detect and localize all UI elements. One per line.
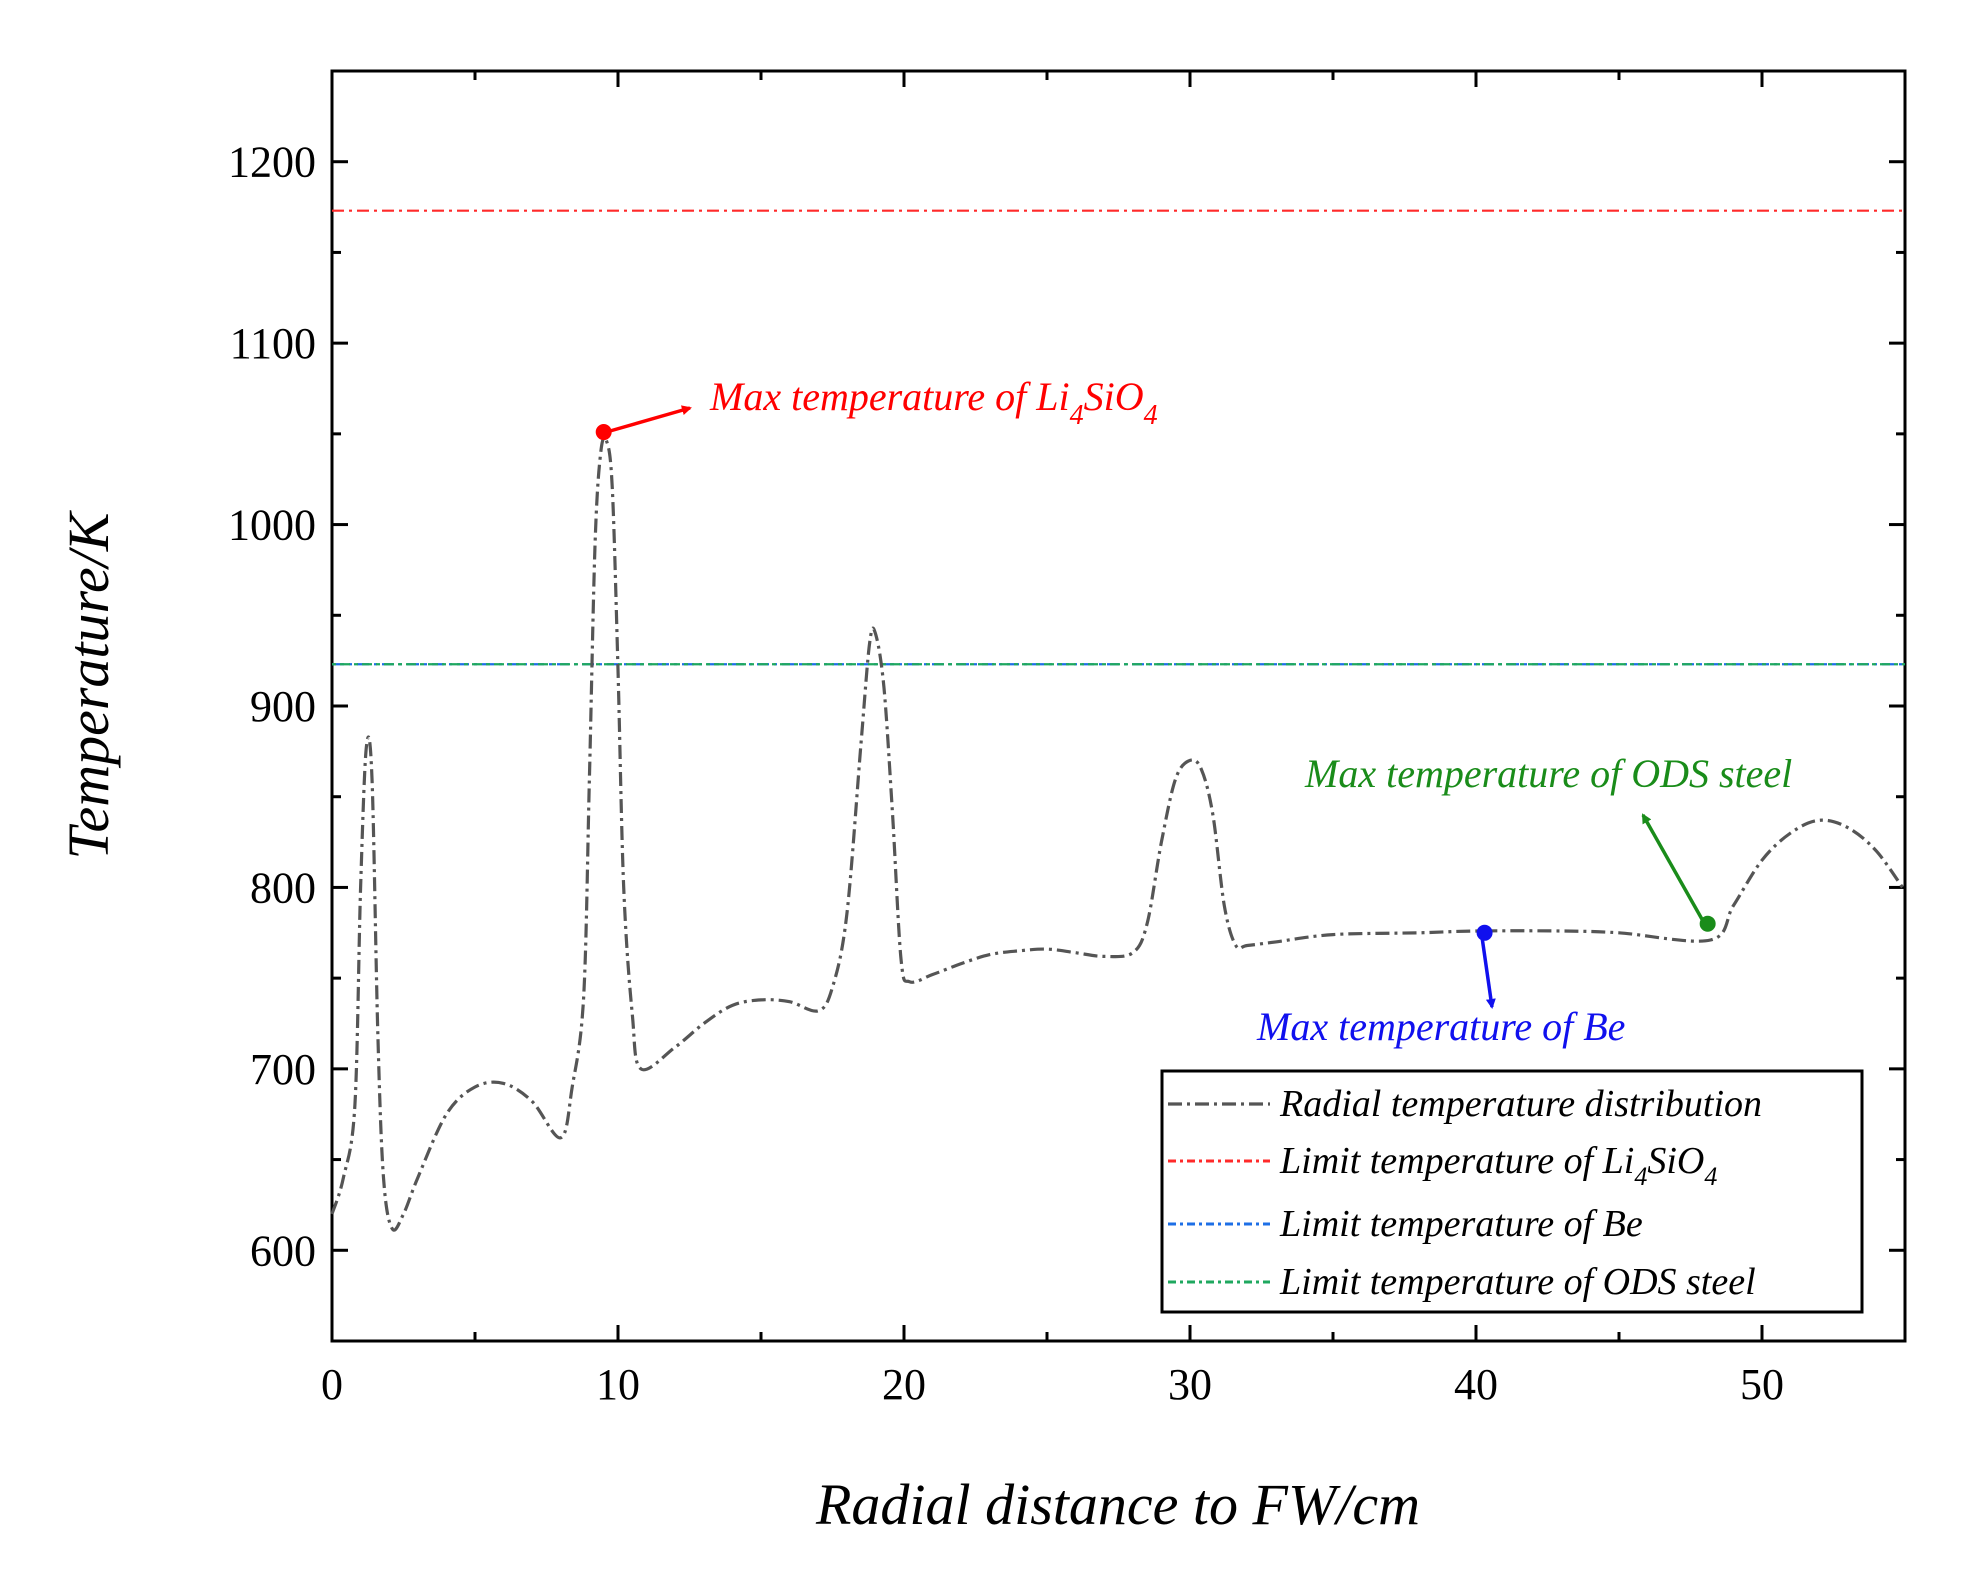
x-tick-label: 30 <box>1168 1360 1212 1409</box>
x-tick-label: 40 <box>1454 1360 1498 1409</box>
legend-label-ods: Limit temperature of ODS steel <box>1279 1261 1756 1303</box>
annotation-be: Max temperature of Be <box>1256 1004 1625 1049</box>
axis-tick-labels: 0 10 20 30 40 50 600 700 800 900 1000 1100 1200 <box>228 138 1784 1409</box>
y-tick-label: 800 <box>250 863 316 912</box>
y-tick-label: 1100 <box>230 319 316 368</box>
annotation-li4sio4: Max temperature of Li4SiO4 <box>709 374 1158 431</box>
x-tick-label: 50 <box>1740 1360 1784 1409</box>
arrow-li4sio4 <box>609 405 692 433</box>
legend-label-be: Limit temperature of Be <box>1279 1203 1643 1245</box>
legend: Radial temperature distribution Limit te… <box>1160 1069 1864 1314</box>
y-tick-label: 1200 <box>228 138 316 187</box>
limit-lines <box>332 209 1905 666</box>
legend-label-radial: Radial temperature distribution <box>1279 1083 1762 1125</box>
x-axis-title: Radial distance to FW/cm <box>815 1472 1420 1537</box>
x-tick-label: 10 <box>596 1360 640 1409</box>
arrow-ods <box>1641 813 1705 922</box>
annotation-arrows <box>609 405 1705 1009</box>
arrow-be <box>1480 936 1496 1009</box>
y-axis-title: Temperature/K <box>56 509 121 859</box>
x-tick-label: 20 <box>882 1360 926 1409</box>
y-tick-label: 900 <box>250 682 316 731</box>
legend-box <box>1160 1069 1864 1314</box>
y-tick-label: 600 <box>250 1226 316 1275</box>
marker-be-max <box>1476 924 1493 941</box>
max-point-markers <box>595 424 1716 941</box>
y-tick-label: 700 <box>250 1045 316 1094</box>
radial-temperature-curve <box>330 435 1907 1232</box>
marker-li4sio4-max <box>595 424 612 441</box>
y-tick-label: 1000 <box>228 501 316 550</box>
x-tick-label: 0 <box>321 1360 343 1409</box>
annotation-ods: Max temperature of ODS steel <box>1304 751 1792 796</box>
legend-label-li4sio4: Limit temperature of Li4SiO4 <box>1279 1140 1717 1191</box>
marker-ods-max <box>1699 915 1716 932</box>
axis-ticks <box>330 69 1907 1343</box>
